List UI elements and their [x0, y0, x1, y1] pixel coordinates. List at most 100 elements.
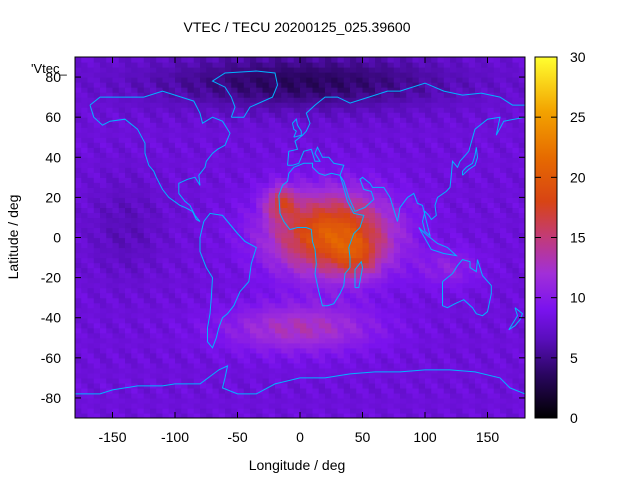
vtec-cell: [362, 222, 370, 229]
vtec-cell: [168, 242, 176, 249]
vtec-cell: [93, 137, 101, 143]
vtec-cell: [456, 412, 464, 418]
vtec-cell: [431, 237, 439, 244]
vtec-cell: [450, 112, 457, 118]
vtec-cell: [237, 187, 245, 193]
vtec-cell: [418, 317, 426, 324]
vtec-cell: [400, 72, 407, 78]
vtec-cell: [237, 262, 245, 269]
vtec-cell: [387, 352, 395, 359]
vtec-cell: [406, 162, 414, 168]
vtec-cell: [387, 407, 395, 414]
vtec-cell: [493, 322, 501, 329]
vtec-cell: [225, 292, 232, 299]
vtec-cell: [81, 352, 89, 359]
vtec-cell: [512, 262, 520, 269]
vtec-cell: [200, 117, 207, 123]
vtec-cell: [412, 312, 420, 319]
vtec-cell: [243, 152, 251, 158]
vtec-cell: [200, 277, 207, 284]
vtec-cell: [281, 367, 289, 374]
vtec-cell: [375, 357, 382, 364]
vtec-cell: [131, 387, 139, 394]
vtec-cell: [487, 307, 495, 314]
vtec-cell: [393, 182, 401, 188]
vtec-cell: [262, 332, 270, 339]
vtec-cell: [87, 262, 95, 269]
vtec-cell: [375, 277, 382, 284]
vtec-cell: [475, 167, 482, 173]
vtec-cell: [206, 112, 214, 118]
vtec-cell: [243, 242, 251, 249]
vtec-cell: [225, 302, 232, 309]
vtec-cell: [100, 332, 107, 339]
vtec-cell: [356, 212, 364, 219]
vtec-cell: [156, 262, 164, 269]
vtec-cell: [368, 217, 376, 224]
vtec-cell: [318, 112, 326, 118]
vtec-cell: [150, 352, 157, 359]
vtec-cell: [356, 292, 364, 299]
vtec-cell: [275, 372, 282, 379]
vtec-cell: [156, 217, 164, 224]
vtec-cell: [131, 227, 139, 234]
vtec-cell: [256, 402, 264, 409]
vtec-cell: [225, 327, 232, 334]
vtec-cell: [181, 107, 189, 113]
vtec-cell: [293, 402, 301, 409]
vtec-cell: [156, 207, 164, 214]
vtec-cell: [381, 282, 389, 289]
vtec-cell: [300, 182, 307, 188]
vtec-cell: [437, 332, 445, 339]
vtec-cell: [181, 342, 189, 349]
vtec-cell: [418, 102, 426, 108]
vtec-cell: [293, 172, 301, 178]
vtec-cell: [118, 257, 126, 264]
vtec-cell: [212, 357, 220, 364]
vtec-cell: [87, 112, 95, 118]
vtec-cell: [262, 247, 270, 254]
vtec-cell: [293, 237, 301, 244]
vtec-cell: [481, 372, 489, 379]
vtec-cell: [481, 92, 489, 98]
vtec-cell: [225, 282, 232, 289]
vtec-cell: [175, 272, 182, 279]
vtec-cell: [150, 212, 157, 219]
vtec-cell: [306, 182, 314, 188]
vtec-cell: [456, 152, 464, 158]
vtec-cell: [406, 322, 414, 329]
vtec-cell: [375, 192, 382, 198]
vtec-cell: [206, 167, 214, 173]
vtec-cell: [318, 272, 326, 279]
vtec-cell: [431, 227, 439, 234]
vtec-cell: [331, 177, 339, 183]
vtec-cell: [112, 327, 120, 334]
vtec-cell: [87, 252, 95, 259]
vtec-cell: [368, 377, 376, 384]
vtec-cell: [318, 162, 326, 168]
vtec-cell: [462, 112, 470, 118]
vtec-cell: [356, 232, 364, 239]
vtec-cell: [181, 392, 189, 399]
vtec-cell: [325, 177, 332, 183]
vtec-cell: [431, 167, 439, 173]
vtec-cell: [231, 192, 239, 198]
vtec-cell: [306, 177, 314, 183]
vtec-cell: [406, 242, 414, 249]
vtec-cell: [393, 247, 401, 254]
vtec-cell: [393, 282, 401, 289]
vtec-cell: [387, 132, 395, 138]
vtec-cell: [175, 327, 182, 334]
vtec-cell: [181, 327, 189, 334]
vtec-cell: [256, 307, 264, 314]
vtec-cell: [343, 127, 351, 133]
vtec-cell: [218, 217, 226, 224]
vtec-cell: [187, 147, 195, 153]
vtec-cell: [331, 147, 339, 153]
vtec-cell: [518, 227, 525, 234]
vtec-cell: [143, 182, 151, 188]
vtec-cell: [131, 377, 139, 384]
vtec-cell: [312, 197, 320, 203]
vtec-cell: [406, 217, 414, 224]
vtec-cell: [237, 277, 245, 284]
